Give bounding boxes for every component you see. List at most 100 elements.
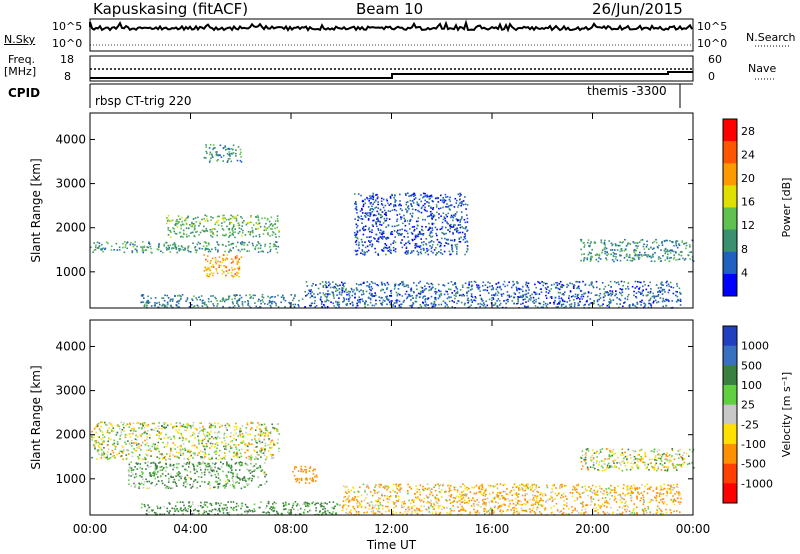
- data-cell: [381, 215, 384, 218]
- data-cell: [239, 428, 241, 431]
- data-cell: [211, 248, 213, 250]
- data-cell: [406, 251, 408, 253]
- data-cell: [166, 485, 168, 488]
- data-cell: [172, 227, 174, 229]
- data-cell: [400, 234, 403, 236]
- data-cell: [460, 217, 463, 220]
- data-cell: [185, 429, 188, 432]
- data-cell: [369, 202, 372, 204]
- data-cell: [357, 215, 360, 218]
- data-cell: [618, 298, 621, 300]
- data-cell: [293, 468, 296, 470]
- data-cell: [241, 440, 243, 443]
- data-cell: [354, 218, 356, 220]
- data-cell: [322, 285, 324, 287]
- data-cell: [408, 208, 410, 210]
- data-cell: [669, 281, 672, 284]
- data-cell: [358, 247, 360, 249]
- data-cell: [240, 441, 242, 444]
- data-cell: [289, 302, 291, 305]
- data-cell: [480, 492, 482, 494]
- data-cell: [624, 297, 626, 300]
- data-cell: [238, 227, 241, 229]
- data-cell: [98, 436, 101, 438]
- data-cell: [168, 220, 171, 222]
- data-cell: [185, 300, 187, 302]
- data-cell: [636, 301, 638, 304]
- data-cell: [225, 483, 227, 485]
- data-cell: [154, 297, 157, 299]
- data-cell: [206, 506, 209, 508]
- data-cell: [457, 300, 459, 302]
- data-cell: [381, 238, 384, 240]
- data-cell: [206, 275, 209, 277]
- data-cell: [517, 296, 519, 298]
- data-cell: [366, 236, 368, 238]
- data-cell: [656, 246, 659, 248]
- data-cell: [601, 304, 603, 307]
- data-cell: [432, 251, 434, 254]
- data-cell: [614, 243, 617, 245]
- data-cell: [658, 256, 660, 258]
- data-cell: [414, 243, 417, 245]
- data-cell: [194, 472, 196, 475]
- data-cell: [657, 294, 660, 296]
- data-cell: [184, 217, 187, 220]
- data-cell: [282, 502, 285, 504]
- data-cell: [324, 295, 327, 298]
- data-cell: [222, 299, 225, 301]
- data-cell: [414, 197, 417, 199]
- data-cell: [607, 294, 610, 296]
- data-cell: [247, 469, 250, 471]
- data-cell: [266, 303, 269, 306]
- data-cell: [668, 257, 671, 259]
- data-cell: [103, 456, 106, 459]
- data-cell: [215, 270, 218, 272]
- data-cell: [430, 247, 433, 250]
- data-cell: [540, 492, 542, 494]
- data-cell: [432, 305, 435, 308]
- data-cell: [341, 289, 344, 291]
- data-cell: [109, 453, 112, 455]
- data-cell: [615, 290, 617, 293]
- data-cell: [627, 288, 630, 290]
- data-cell: [93, 434, 95, 437]
- data-cell: [399, 229, 401, 231]
- data-cell: [352, 486, 354, 488]
- data-cell: [369, 213, 372, 216]
- data-cell: [672, 489, 674, 491]
- data-cell: [404, 219, 406, 221]
- data-cell: [132, 243, 134, 246]
- data-cell: [429, 210, 432, 213]
- data-cell: [271, 225, 274, 227]
- data-cell: [95, 431, 97, 434]
- data-cell: [228, 218, 230, 221]
- data-cell: [615, 244, 617, 247]
- data-cell: [115, 434, 118, 436]
- data-cell: [454, 283, 457, 285]
- freq-panel: [89, 55, 775, 82]
- data-cell: [167, 487, 170, 489]
- data-cell: [268, 220, 271, 223]
- data-cell: [177, 302, 180, 305]
- data-cell: [296, 477, 298, 480]
- data-cell: [182, 448, 184, 451]
- data-cell: [169, 298, 172, 301]
- data-cell: [644, 304, 647, 306]
- data-cell: [452, 250, 454, 253]
- data-cell: [611, 259, 614, 261]
- data-cell: [353, 193, 356, 195]
- data-cell: [383, 213, 386, 215]
- data-cell: [198, 440, 200, 442]
- data-cell: [144, 505, 146, 508]
- data-cell: [675, 300, 678, 303]
- data-cell: [231, 269, 234, 271]
- data-cell: [410, 290, 412, 292]
- data-cell: [314, 300, 316, 302]
- data-cell: [187, 458, 190, 461]
- data-cell: [224, 234, 227, 237]
- data-cell: [178, 457, 180, 459]
- data-cell: [204, 462, 206, 465]
- data-cell: [203, 511, 206, 514]
- data-cell: [443, 201, 445, 204]
